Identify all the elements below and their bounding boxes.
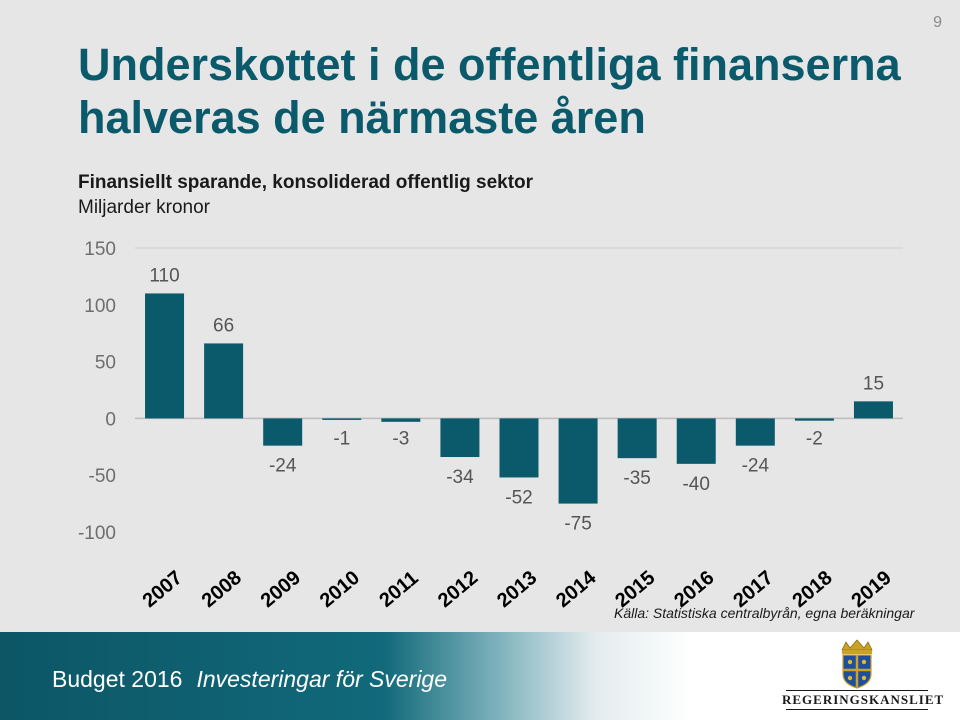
bar-2015 xyxy=(617,418,657,459)
data-label: -52 xyxy=(505,487,532,508)
bar-2011 xyxy=(381,418,421,422)
bar-2012 xyxy=(440,418,480,458)
data-label: -2 xyxy=(806,428,823,449)
y-tick-label: 150 xyxy=(84,239,116,260)
page-number: 9 xyxy=(933,14,942,31)
regeringskansliet-logo: REGERINGSKANSLIET xyxy=(782,638,945,716)
x-tick-label: 2008 xyxy=(198,567,246,612)
x-tick-label: 2013 xyxy=(493,567,541,612)
footer-tagline: Investeringar för Sverige xyxy=(196,666,448,692)
data-label: -35 xyxy=(623,468,650,489)
data-label: -40 xyxy=(682,474,709,495)
data-label: -1 xyxy=(333,428,350,449)
footer-text: Budget 2016 Investeringar för Sverige xyxy=(52,666,447,693)
source-prefix: Källa xyxy=(614,605,646,621)
source-text: : Statistiska centralbyrån, egna beräkni… xyxy=(645,605,915,621)
bar-2010 xyxy=(322,418,362,420)
y-tick-label: 50 xyxy=(95,353,116,374)
y-tick-label: 0 xyxy=(105,409,116,430)
bar-2009 xyxy=(263,418,303,446)
logo-rule-bottom xyxy=(786,709,928,710)
data-label: -24 xyxy=(742,456,770,477)
page-title: Underskottet i de offentliga finanserna … xyxy=(78,39,901,143)
footer-bar: Budget 2016 Investeringar för Sverige REG… xyxy=(0,632,960,720)
data-label: 15 xyxy=(863,373,884,394)
x-tick-label: 2010 xyxy=(316,567,364,612)
bar-chart: 150 100 50 0 -50 -100 110 2007 66 2008 -24 2009 -1 20… xyxy=(78,239,903,612)
footer-budget: Budget 2016 xyxy=(52,666,183,692)
data-label: -3 xyxy=(392,428,409,449)
x-tick-label: 2009 xyxy=(257,567,305,612)
x-tick-label: 2014 xyxy=(552,566,601,612)
bar-2018 xyxy=(794,418,834,421)
bar-2017 xyxy=(735,418,775,446)
bar-2019 xyxy=(853,401,893,419)
bar-2007 xyxy=(145,293,185,419)
data-label: 110 xyxy=(149,265,179,286)
x-tick-label: 2011 xyxy=(375,567,422,612)
y-tick-label: -100 xyxy=(78,523,116,544)
x-tick-label: 2007 xyxy=(139,567,187,612)
logo-rule-top xyxy=(786,690,928,691)
bar-2014 xyxy=(558,418,598,504)
logo-text: REGERINGSKANSLIET xyxy=(782,692,945,707)
data-label: -34 xyxy=(446,467,474,488)
data-label: 66 xyxy=(213,315,234,336)
crown-shield-emblem-icon xyxy=(841,639,873,689)
chart-subtitle: Finansiellt sparande, konsoliderad offen… xyxy=(78,172,534,193)
bar-2013 xyxy=(499,418,539,478)
y-tick-label: -50 xyxy=(89,466,116,487)
data-label: -24 xyxy=(269,456,297,477)
bar-2016 xyxy=(676,418,716,464)
x-tick-label: 2012 xyxy=(434,567,482,612)
source-note: Källa: Statistiska centralbyrån, egna be… xyxy=(614,605,914,621)
y-tick-label: 100 xyxy=(84,296,116,317)
unit-label: Miljarder kronor xyxy=(78,197,210,218)
bar-2008 xyxy=(204,343,244,419)
data-label: -75 xyxy=(564,514,591,535)
